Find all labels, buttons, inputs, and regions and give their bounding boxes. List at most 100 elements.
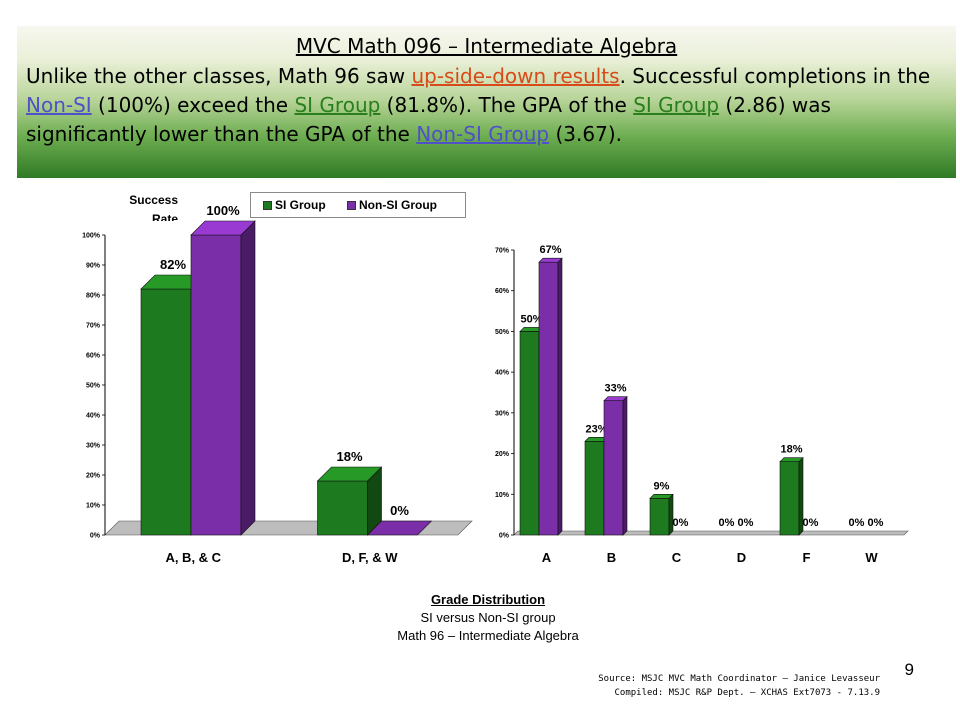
y-tick-label: 10%	[495, 492, 510, 499]
source-line2: Compiled: MSJC R&P Dept. – XCHAS Ext7073…	[614, 688, 880, 698]
chart-legend: SI Group Non-SI Group	[250, 192, 466, 218]
bar-nonsi-face	[603, 400, 624, 536]
bar-nonsi-face	[603, 396, 628, 401]
banner-text-part: (3.67).	[549, 122, 622, 146]
y-tick-label: 70%	[86, 323, 101, 330]
bar-nonsi-face	[190, 234, 242, 536]
x-category-label: C	[672, 550, 682, 565]
bar-nonsi	[190, 220, 256, 536]
y-tick-label: 60%	[86, 353, 101, 360]
data-label: 23%	[585, 423, 607, 435]
y-tick-label: 10%	[86, 503, 101, 510]
y-axis-title-line1: Success	[129, 193, 178, 207]
page-number: 9	[904, 660, 914, 679]
bar-si-face	[649, 494, 674, 499]
source-note: Source: MSJC MVC Math Coordinator – Jani…	[520, 672, 880, 700]
banner-text-part: Unlike the other classes, Math 96 saw	[26, 64, 412, 88]
bar-si	[779, 456, 804, 536]
bar-si-face	[317, 480, 368, 536]
bar-si-face	[649, 498, 670, 536]
bar-si-face	[779, 461, 800, 536]
bar-nonsi-face	[622, 395, 628, 536]
data-label: 0%	[719, 517, 735, 529]
bar-si	[316, 466, 383, 536]
y-tick-label: 40%	[86, 413, 101, 420]
plot-floor	[513, 530, 909, 536]
legend-label-si: SI Group	[275, 198, 326, 212]
banner-text-part: . Successful completions in the	[619, 64, 931, 88]
banner-text-part: (2.86) was significantly lower than the …	[26, 93, 831, 146]
header-banner: MVC Math 096 – Intermediate Algebra Unli…	[17, 26, 956, 178]
x-category-label: F	[803, 550, 811, 565]
data-label: 0%	[390, 503, 409, 518]
bar-nonsi-face	[557, 257, 563, 536]
chart-caption: Grade Distribution SI versus Non-SI grou…	[300, 590, 676, 645]
bar-nonsi-face	[240, 220, 256, 536]
grade-distribution-chart: 0% 10% 20% 30% 40% 50% 60% 70% A 50% 67% B 23% 33% C 9%…	[495, 244, 909, 565]
y-tick-label: 30%	[495, 410, 510, 417]
x-category-label: W	[865, 550, 878, 565]
bar-si-face	[140, 288, 192, 536]
data-label: 0%	[849, 517, 865, 529]
link-si-group-2[interactable]: SI Group	[633, 93, 720, 117]
x-category-label: B	[607, 550, 616, 565]
y-tick-label: 90%	[86, 263, 101, 270]
data-label: 0%	[738, 517, 754, 529]
link-si-group[interactable]: SI Group	[294, 93, 381, 117]
banner-title: MVC Math 096 – Intermediate Algebra	[295, 34, 678, 58]
y-tick-label: 80%	[86, 293, 101, 300]
data-label: 33%	[604, 383, 626, 395]
data-label: 9%	[654, 480, 670, 492]
x-category-label: D	[737, 550, 746, 565]
data-label: 50%	[520, 313, 542, 325]
success-rate-chart: 0% 10% 20% 30% 40% 50% 60% 70% 80% 90% 100% A, B, &…	[82, 203, 473, 565]
bar-nonsi	[603, 395, 628, 536]
y-tick-label: 0%	[90, 533, 101, 540]
caption-title: Grade Distribution	[430, 592, 546, 607]
bar-si	[649, 493, 674, 536]
bar-nonsi	[366, 520, 433, 536]
bar-nonsi-face	[538, 261, 559, 536]
x-category-label: A	[542, 550, 552, 565]
source-line1: Source: MSJC MVC Math Coordinator – Jani…	[598, 674, 880, 684]
data-label: 67%	[539, 244, 561, 256]
data-label: 82%	[160, 257, 186, 272]
caption-line2: Math 96 – Intermediate Algebra	[397, 628, 579, 643]
plot-back-wall	[518, 246, 908, 531]
y-tick-label: 20%	[86, 473, 101, 480]
y-tick-label: 0%	[499, 533, 510, 540]
data-label: 100%	[206, 203, 240, 218]
bar-si-face	[779, 457, 804, 463]
bar-si-face	[519, 331, 540, 536]
y-tick-label: 100%	[82, 233, 101, 240]
x-category-label: A, B, & C	[165, 550, 221, 565]
data-label: 18%	[336, 449, 362, 464]
bar-nonsi	[538, 257, 563, 536]
link-non-si-group[interactable]: Non-SI Group	[416, 122, 550, 146]
link-non-si[interactable]: Non-SI	[26, 93, 92, 117]
banner-text: Unlike the other classes, Math 96 saw up…	[26, 62, 951, 149]
banner-text-part: (100%) exceed the	[91, 93, 295, 117]
data-label: 0%	[868, 517, 884, 529]
y-tick-label: 50%	[86, 383, 101, 390]
bar-nonsi-face	[538, 257, 563, 263]
bar-si-face	[584, 441, 605, 536]
x-category-label: D, F, & W	[342, 550, 398, 565]
banner-text-part: (81.8%). The GPA of the	[380, 93, 634, 117]
caption-line1: SI versus Non-SI group	[420, 610, 556, 625]
y-tick-label: 30%	[86, 443, 101, 450]
y-tick-label: 40%	[495, 370, 510, 377]
bar-nonsi-face	[190, 220, 256, 236]
data-label: 18%	[780, 444, 802, 456]
data-label: 0%	[673, 517, 689, 529]
y-tick-label: 60%	[495, 288, 510, 295]
bar-si-face	[316, 466, 383, 482]
y-tick-label: 50%	[495, 329, 510, 336]
y-tick-label: 20%	[495, 451, 510, 458]
legend-label-nonsi: Non-SI Group	[359, 198, 437, 212]
y-tick-label: 70%	[495, 248, 510, 255]
legend-swatch-si	[263, 201, 272, 210]
legend-swatch-nonsi	[347, 201, 356, 210]
data-label: 0%	[803, 517, 819, 529]
link-up-side-down-results[interactable]: up-side-down results	[411, 64, 620, 88]
